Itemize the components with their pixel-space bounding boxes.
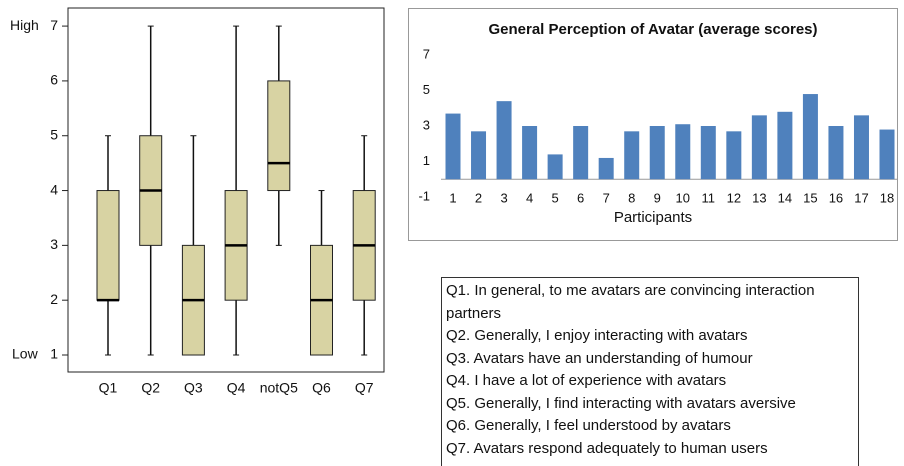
x-tick-label: Q1 <box>99 380 118 396</box>
x-tick-label: 15 <box>803 190 817 205</box>
bar-chart-frame <box>408 8 898 241</box>
x-tick-label: 16 <box>829 190 843 205</box>
x-tick-label: notQ5 <box>260 380 298 396</box>
bar <box>751 115 767 180</box>
x-tick-label: 7 <box>603 190 610 205</box>
box <box>267 80 291 192</box>
bar <box>598 157 614 180</box>
bar <box>726 131 742 180</box>
bar <box>624 131 640 180</box>
note-line: Q3. Avatars have an understanding of hum… <box>446 349 753 367</box>
x-tick-label: 10 <box>676 190 690 205</box>
chart-title: General Perception of Avatar (average sc… <box>488 21 817 38</box>
bar <box>828 126 844 180</box>
y-high-label: High <box>10 17 39 33</box>
x-tick-label: 8 <box>628 190 635 205</box>
x-tick-label: 13 <box>752 190 766 205</box>
bar <box>777 111 793 180</box>
bar <box>496 101 512 180</box>
y-tick-label: 1 <box>423 153 430 168</box>
x-tick-label: 6 <box>577 190 584 205</box>
y-tick-label: 5 <box>423 82 430 97</box>
x-tick-label: Q7 <box>355 380 374 396</box>
x-tick-label: 1 <box>449 190 456 205</box>
y-tick-label: 7 <box>50 17 58 33</box>
bar <box>445 113 461 180</box>
x-tick-label: 9 <box>654 190 661 205</box>
box-plot-frame <box>67 7 385 373</box>
note-line: Q4. I have a lot of experience with avat… <box>446 372 727 389</box>
x-tick-label: 5 <box>552 190 559 205</box>
notes-box: Q1. In general, to me avatars are convin… <box>441 277 859 466</box>
note-line: Q7. Avatars respond adequately to human … <box>446 439 768 457</box>
x-tick-label: Q4 <box>227 380 246 396</box>
y-tick-label: -1 <box>418 188 430 203</box>
y-tick-label: 2 <box>50 291 58 307</box>
bar <box>547 154 563 180</box>
note-line: Q6. Generally, I feel understood by avat… <box>446 417 731 434</box>
x-tick-label: 14 <box>778 190 792 205</box>
y-tick-label: 3 <box>50 236 58 252</box>
bar <box>853 115 869 180</box>
x-tick-label: 3 <box>500 190 507 205</box>
y-tick-label: 4 <box>50 181 58 197</box>
note-line: Q1. In general, to me avatars are convin… <box>446 282 815 322</box>
x-tick-label: 11 <box>702 190 716 205</box>
x-tick-label: 18 <box>880 190 894 205</box>
y-tick-label: 3 <box>423 117 430 132</box>
bar <box>573 126 589 180</box>
x-tick-label: Q2 <box>141 380 160 396</box>
x-axis-label: Participants <box>614 209 692 226</box>
x-tick-label: Q3 <box>184 380 203 396</box>
note-line: Q2. Generally, I enjoy interacting with … <box>446 327 748 344</box>
bar <box>649 126 665 180</box>
y-tick-label: 7 <box>423 46 430 61</box>
x-tick-label: 4 <box>526 190 533 205</box>
bar <box>471 131 487 180</box>
x-tick-label: 17 <box>854 190 868 205</box>
bar <box>700 126 716 180</box>
y-tick-label: 1 <box>50 346 58 362</box>
y-tick-label: 6 <box>50 72 58 88</box>
x-tick-label: 2 <box>475 190 482 205</box>
x-tick-label: Q6 <box>312 380 331 396</box>
bar <box>675 124 691 180</box>
y-tick-label: 5 <box>50 126 58 142</box>
box <box>96 190 120 301</box>
bar <box>522 126 538 180</box>
bar <box>879 129 895 180</box>
note-line: Q5. Generally, I find interacting with a… <box>446 394 796 412</box>
bar <box>802 94 818 180</box>
y-low-label: Low <box>12 346 39 362</box>
x-tick-label: 12 <box>727 190 741 205</box>
